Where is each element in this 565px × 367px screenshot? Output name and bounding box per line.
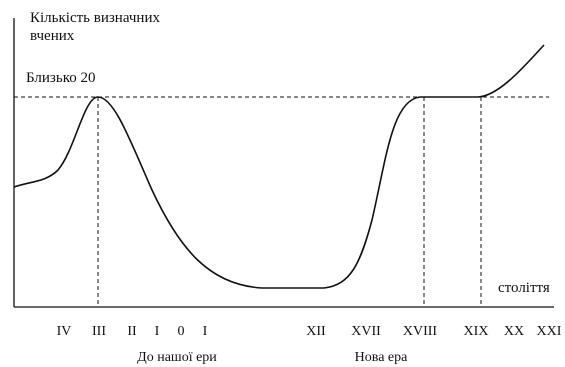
x-tick-label: I — [203, 324, 208, 339]
x-tick-label: XVII — [351, 324, 381, 339]
reference-label: Близько 20 — [26, 70, 95, 86]
era-label-bc: До нашої ери — [137, 350, 217, 365]
x-tick-label: XX — [504, 324, 524, 339]
x-tick-label: XVIII — [403, 324, 438, 339]
x-axis-title: століття — [498, 280, 550, 296]
x-tick-label: XXI — [537, 324, 562, 339]
y-axis-title-line-1: Кількість визначних — [30, 10, 160, 26]
x-tick-label: I — [155, 324, 160, 339]
x-tick-label: II — [127, 324, 137, 339]
y-axis-title-line-2: вчених — [30, 28, 75, 44]
x-tick-label: XIX — [464, 324, 489, 339]
x-tick-label: XII — [306, 324, 326, 339]
x-tick-label: 0 — [178, 324, 185, 339]
x-tick-label: IV — [57, 324, 72, 339]
series-line — [13, 44, 545, 289]
era-label-ad: Нова ера — [355, 350, 408, 365]
x-tick-label: III — [92, 324, 106, 339]
